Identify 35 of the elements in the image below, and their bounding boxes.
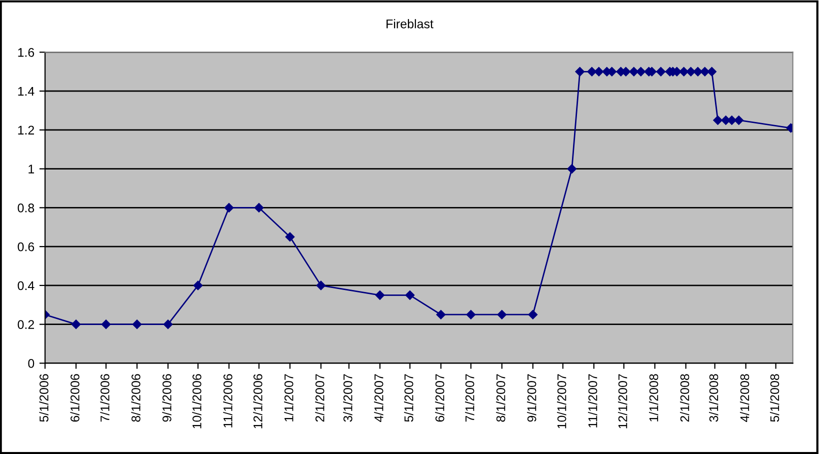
x-tick-label: 8/1/2007	[496, 374, 506, 422]
y-tick-label: 1.6	[18, 48, 34, 57]
x-tick-label: 12/1/2007	[618, 374, 628, 428]
y-tick-label: 0	[28, 359, 34, 368]
x-tick-label: 4/1/2007	[374, 374, 384, 422]
x-tick-label: 11/1/2006	[223, 374, 232, 428]
x-tick-label: 5/1/2008	[770, 374, 780, 422]
x-tick-label: 1/1/2007	[284, 374, 294, 422]
y-tick-label: 0.4	[18, 281, 34, 290]
x-tick-label: 12/1/2006	[253, 374, 262, 428]
x-tick-label: 6/1/2006	[70, 374, 80, 422]
y-tick-label: 0.8	[18, 204, 34, 212]
x-tick-label: 10/1/2006	[192, 374, 202, 428]
chart-title: Fireblast	[386, 19, 434, 28]
x-tick-label: 6/1/2007	[435, 374, 444, 422]
x-tick-label: 9/1/2007	[527, 374, 536, 422]
x-tick-label: 7/1/2006	[100, 374, 110, 422]
x-tick-label: 10/1/2007	[557, 374, 566, 428]
x-tick-label: 1/1/2008	[649, 374, 658, 422]
y-tick-label: 1.4	[18, 87, 34, 96]
y-tick-label: 1.2	[18, 126, 34, 134]
x-tick-label: 3/1/2007	[343, 374, 352, 422]
y-tick-label: 1	[28, 164, 34, 174]
x-tick-label: 2/1/2007	[315, 374, 324, 422]
x-tick-label: 8/1/2006	[131, 374, 140, 422]
x-tick-label: 7/1/2007	[465, 374, 474, 422]
x-tick-label: 5/1/2006	[39, 374, 48, 422]
y-tick-label: 0.2	[18, 320, 34, 329]
x-tick-label: 3/1/2008	[708, 374, 718, 422]
x-tick-label: 4/1/2008	[740, 374, 750, 422]
x-tick-label: 2/1/2008	[680, 374, 690, 422]
y-tick-label: 0.6	[18, 242, 34, 252]
x-tick-label: 5/1/2007	[404, 374, 414, 422]
x-tick-label: 9/1/2006	[162, 374, 172, 422]
x-tick-label: 11/1/2007	[588, 374, 598, 428]
